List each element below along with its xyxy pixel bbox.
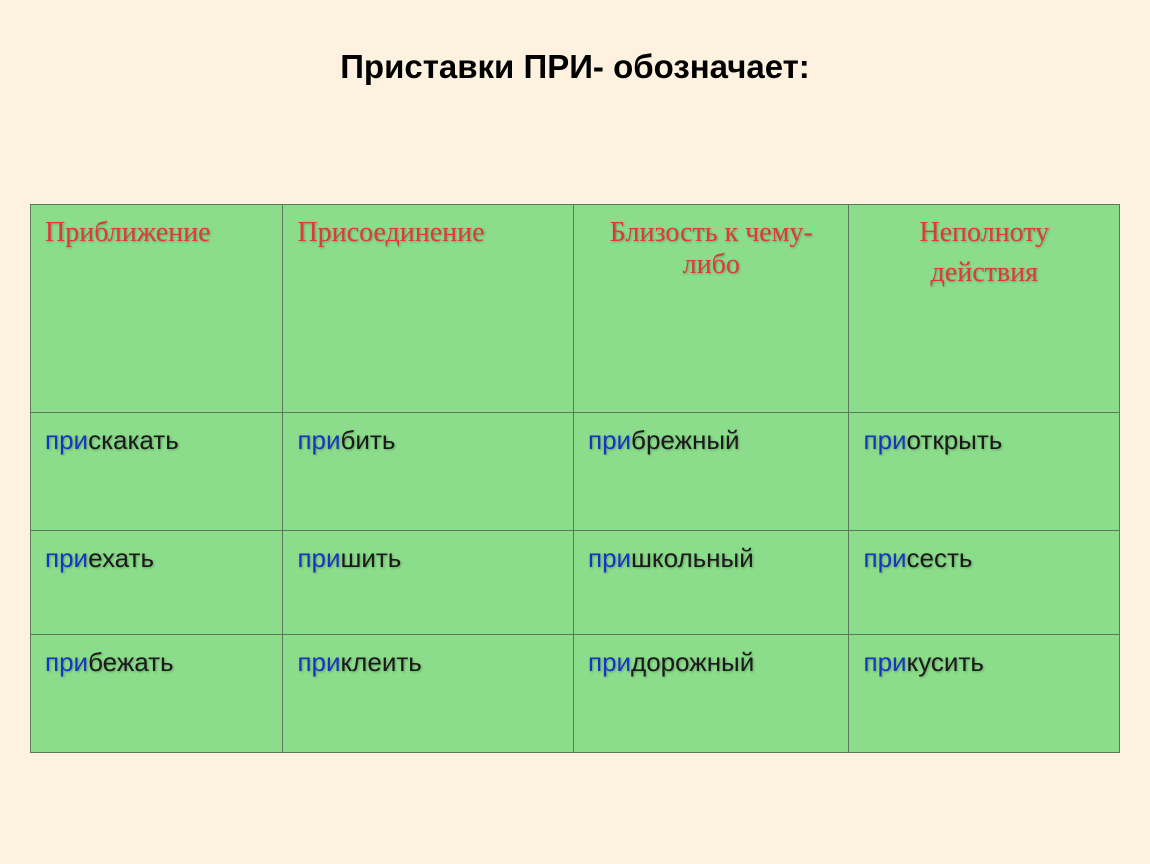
word-cell: придорожный (573, 635, 849, 753)
word-cell: пришкольный (573, 531, 849, 635)
rest-span: сесть (907, 543, 973, 573)
table-header-row: Приближение Присоединение Близость к чем… (31, 205, 1120, 413)
header-cell-approach: Приближение (31, 205, 283, 413)
table-row: прискакать прибить прибрежный приоткрыть (31, 413, 1120, 531)
rest-span: бежать (88, 647, 174, 677)
page-title: Приставки ПРИ- обозначает: (30, 48, 1120, 86)
header-cell-proximity: Близость к чему-либо (573, 205, 849, 413)
prefix-span: при (297, 543, 340, 573)
header-cell-join: Присоединение (283, 205, 574, 413)
prefix-span: при (588, 543, 631, 573)
header-cell-incomplete: Неполноту действия (849, 205, 1120, 413)
table-row: прибежать приклеить придорожный прикусит… (31, 635, 1120, 753)
word-cell: приоткрыть (849, 413, 1120, 531)
rest-span: брежный (631, 425, 739, 455)
rest-span: школьный (631, 543, 754, 573)
rest-span: открыть (907, 425, 1003, 455)
prefix-span: при (297, 425, 340, 455)
word-cell: прибрежный (573, 413, 849, 531)
rest-span: скакать (88, 425, 179, 455)
rest-span: шить (341, 543, 402, 573)
slide-container: Приставки ПРИ- обозначает: Приближение П… (0, 0, 1150, 864)
word-cell: приклеить (283, 635, 574, 753)
rest-span: бить (341, 425, 396, 455)
header-line: Неполноту (863, 217, 1105, 249)
prefix-span: при (863, 647, 906, 677)
prefix-span: при (45, 647, 88, 677)
rest-span: дорожный (631, 647, 754, 677)
word-cell: прикусить (849, 635, 1120, 753)
word-cell: пришить (283, 531, 574, 635)
prefix-table: Приближение Присоединение Близость к чем… (30, 204, 1120, 753)
rest-span: кусить (907, 647, 984, 677)
word-cell: присесть (849, 531, 1120, 635)
table-row: приехать пришить пришкольный присесть (31, 531, 1120, 635)
header-line: действия (863, 257, 1105, 289)
prefix-span: при (588, 425, 631, 455)
rest-span: ехать (88, 543, 154, 573)
prefix-span: при (863, 425, 906, 455)
prefix-span: при (863, 543, 906, 573)
prefix-span: при (45, 425, 88, 455)
word-cell: прибежать (31, 635, 283, 753)
word-cell: приехать (31, 531, 283, 635)
rest-span: клеить (341, 647, 422, 677)
word-cell: прибить (283, 413, 574, 531)
prefix-span: при (45, 543, 88, 573)
prefix-span: при (297, 647, 340, 677)
prefix-span: при (588, 647, 631, 677)
word-cell: прискакать (31, 413, 283, 531)
